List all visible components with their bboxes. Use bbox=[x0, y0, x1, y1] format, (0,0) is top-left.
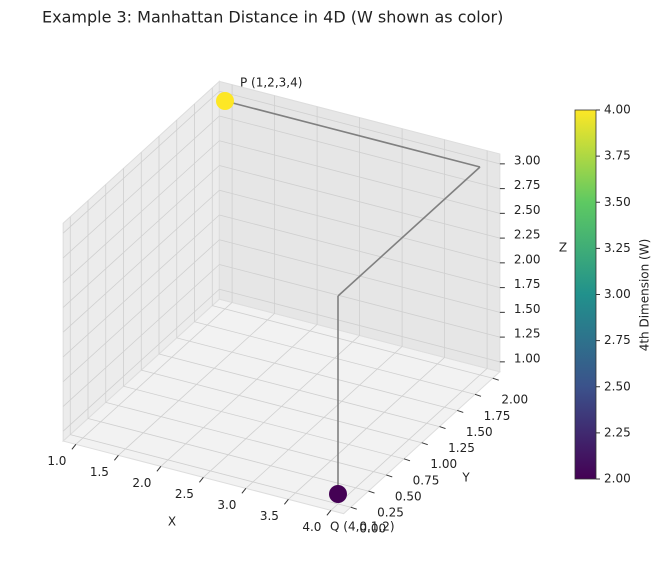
grid-line bbox=[219, 264, 500, 338]
x-tick bbox=[326, 510, 332, 516]
grid-line bbox=[219, 90, 500, 165]
grid-line bbox=[62, 165, 220, 308]
grid-line bbox=[62, 115, 220, 259]
x-tick-label: 4.0 bbox=[302, 520, 321, 534]
y-tick bbox=[439, 426, 446, 430]
y-tick bbox=[457, 409, 464, 413]
z-tick-label: 1.25 bbox=[514, 327, 541, 341]
grid-line bbox=[219, 115, 500, 189]
colorbar-tick-label: 3.50 bbox=[604, 195, 631, 209]
z-tick-label: 3.00 bbox=[514, 153, 541, 167]
grid-line bbox=[219, 165, 500, 239]
colorbar-tick-label: 2.50 bbox=[604, 379, 631, 393]
x-tick-label: 1.0 bbox=[47, 454, 66, 468]
y-tick bbox=[474, 393, 482, 397]
y-tick-label: 0.00 bbox=[359, 522, 386, 536]
x-tick-label: 1.5 bbox=[90, 465, 109, 479]
grid-line bbox=[62, 90, 220, 234]
y-tick-label: 0.75 bbox=[413, 473, 440, 487]
z-tick-label: 2.50 bbox=[514, 203, 541, 217]
y-tick-label: 1.50 bbox=[466, 425, 493, 439]
point bbox=[216, 92, 234, 110]
path-segment bbox=[337, 166, 481, 297]
grid-line bbox=[123, 385, 405, 460]
grid-line bbox=[194, 321, 476, 395]
y-tick-label: 1.25 bbox=[448, 441, 475, 455]
grid-line bbox=[62, 140, 220, 283]
grid-line bbox=[219, 189, 500, 264]
x-tick bbox=[199, 477, 204, 483]
y-tick-label: 0.50 bbox=[395, 489, 422, 503]
grid-line bbox=[62, 264, 220, 407]
grid-line bbox=[176, 337, 458, 411]
x-tick bbox=[284, 499, 289, 505]
y-tick bbox=[492, 377, 499, 381]
path-segment bbox=[224, 100, 481, 168]
x-tick-label: 2.0 bbox=[132, 476, 151, 490]
grid-line bbox=[158, 353, 440, 427]
grid-line bbox=[219, 140, 500, 214]
y-tick-label: 2.00 bbox=[501, 393, 528, 407]
z-axis-label: Z bbox=[559, 241, 567, 255]
grid-line bbox=[105, 401, 387, 476]
y-tick bbox=[403, 458, 411, 462]
point-annotation: Q (4,0,1,2) bbox=[330, 520, 395, 534]
z-tick-label: 2.00 bbox=[514, 252, 541, 266]
x-tick-label: 2.5 bbox=[175, 487, 194, 501]
x-tick-label: 3.0 bbox=[217, 498, 236, 512]
grid-line bbox=[62, 214, 220, 358]
x-tick bbox=[114, 455, 119, 461]
colorbar-tick-label: 2.00 bbox=[604, 472, 631, 486]
grid-line bbox=[219, 214, 500, 288]
colorbar-tick-label: 4.00 bbox=[604, 103, 631, 117]
grid-line bbox=[219, 288, 500, 363]
point bbox=[329, 485, 347, 503]
z-tick-label: 1.50 bbox=[514, 302, 541, 316]
z-tick-label: 1.75 bbox=[514, 277, 541, 291]
grid-line bbox=[62, 288, 220, 432]
y-tick-label: 0.25 bbox=[377, 506, 404, 520]
x-tick-label: 3.5 bbox=[260, 509, 279, 523]
y-tick bbox=[368, 490, 375, 494]
colorbar-tick-label: 2.75 bbox=[604, 333, 631, 347]
grid-line bbox=[141, 369, 422, 444]
y-axis-label: Y bbox=[461, 471, 470, 485]
z-tick-label: 1.00 bbox=[514, 351, 541, 365]
grid-line bbox=[87, 418, 369, 492]
colorbar-tick-label: 3.25 bbox=[604, 241, 631, 255]
y-tick bbox=[421, 442, 428, 446]
grid-line bbox=[62, 239, 220, 382]
y-tick bbox=[386, 474, 393, 478]
x-tick bbox=[156, 466, 162, 472]
grid-line bbox=[212, 305, 493, 379]
grid-line bbox=[62, 189, 220, 333]
x-tick bbox=[71, 444, 77, 450]
grid-line bbox=[70, 434, 351, 508]
z-tick-label: 2.75 bbox=[514, 178, 541, 192]
y-tick-label: 1.00 bbox=[430, 457, 457, 471]
z-tick-label: 2.25 bbox=[514, 228, 541, 242]
point-annotation: P (1,2,3,4) bbox=[240, 76, 302, 90]
colorbar-tick-label: 3.00 bbox=[604, 287, 631, 301]
y-tick-label: 1.75 bbox=[484, 409, 511, 423]
y-tick bbox=[350, 506, 357, 510]
colorbar-tick-label: 2.25 bbox=[604, 425, 631, 439]
x-axis-label: X bbox=[168, 515, 176, 529]
x-tick bbox=[241, 488, 247, 494]
colorbar-label: 4th Dimension (W) bbox=[638, 239, 652, 352]
chart-title: Example 3: Manhattan Distance in 4D (W s… bbox=[42, 8, 503, 27]
colorbar-tick-label: 3.75 bbox=[604, 149, 631, 163]
colorbar bbox=[574, 109, 597, 480]
